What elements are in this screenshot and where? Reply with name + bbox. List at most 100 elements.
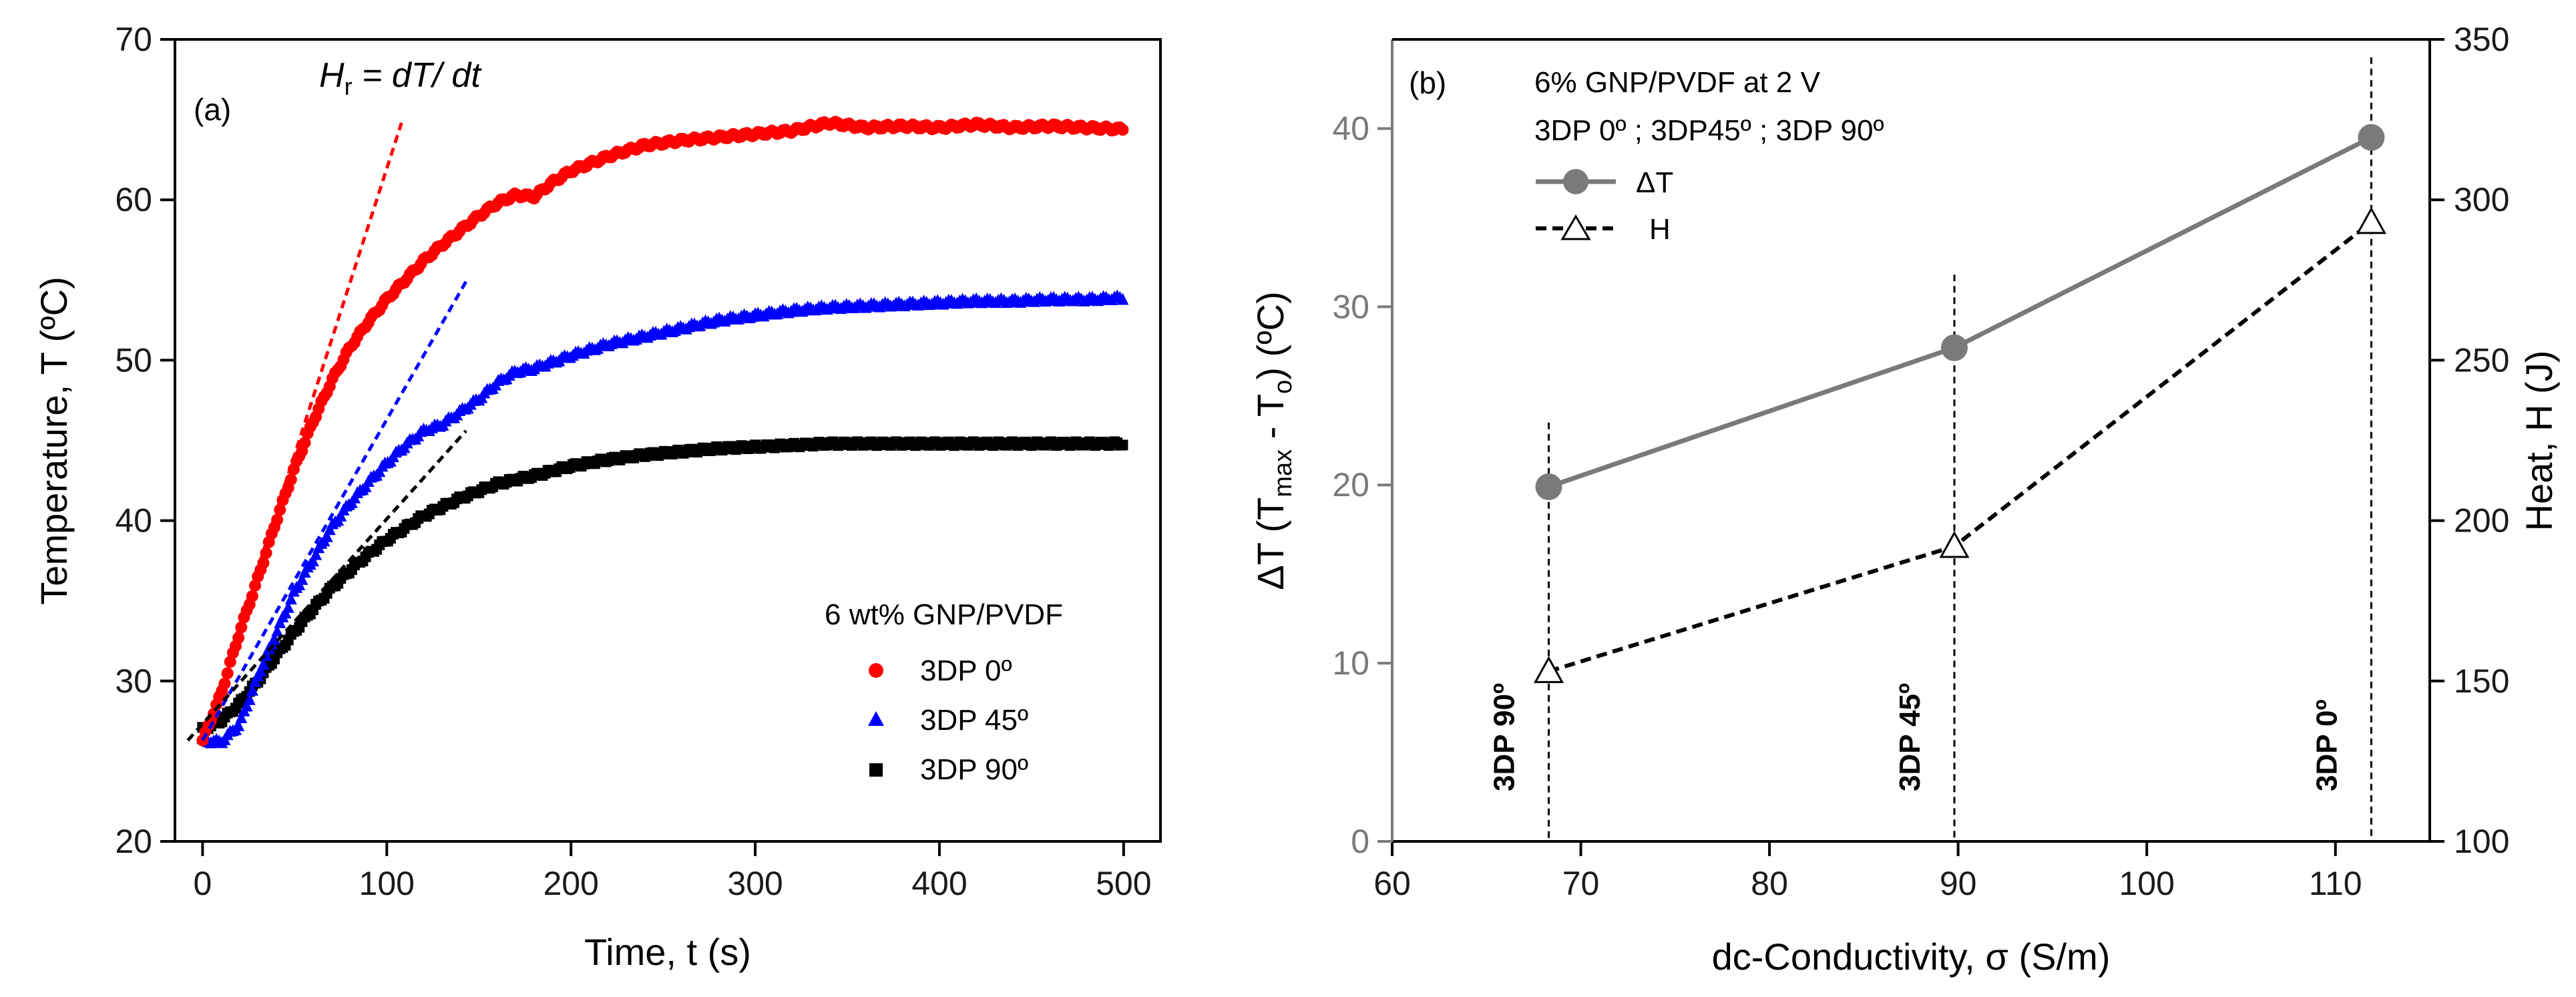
x-tick-label: 200 [543, 865, 598, 902]
data-point [218, 677, 231, 690]
data-point [282, 600, 294, 613]
data-point [335, 509, 347, 522]
data-point [271, 624, 284, 637]
x-tick-label: 90 [1940, 865, 1977, 902]
panel-a-frame [174, 38, 1162, 843]
legend-item-3dp-0: 3DP 0º [920, 654, 1012, 687]
y-tick-label: 20 [115, 823, 152, 860]
data-point [268, 632, 280, 645]
panel-a-annotation: Hr = dT/ dt [319, 56, 482, 100]
panel-b-plot-area [1533, 124, 2386, 683]
data-point-h [1533, 656, 1564, 683]
data-point-h [2356, 206, 2386, 234]
legend-marker-blue-triangle [868, 711, 884, 726]
data-point-dt [2358, 124, 2385, 151]
series-triangle [196, 289, 1129, 749]
annotation-3dp-0: 3DP 0º [2310, 699, 2343, 791]
x-tick-label: 100 [359, 865, 415, 902]
y-tick-label: 40 [1332, 110, 1369, 147]
annotation-3dp-90: 3DP 90º [1488, 683, 1521, 791]
y2-tick-label: 300 [2454, 181, 2509, 218]
panel-a-legend: 6 wt% GNP/PVDF 3DP 0º 3DP 45º 3DP 90º [825, 598, 1063, 786]
legend-marker-dt [1563, 169, 1588, 194]
data-point [1116, 292, 1129, 305]
panel-a: 0 100 200 300 400 500 20 30 40 50 60 70 (a) Hr = d… [33, 21, 1162, 973]
panel-b-legend: ΔT H [1536, 166, 1673, 246]
y2-tick-label: 150 [2454, 662, 2509, 700]
panel-a-tangents [186, 122, 468, 742]
annotation-3dp-45: 3DP 45º [1894, 683, 1926, 791]
panel-b-left-y-ticks: 0 10 20 30 40 [1332, 110, 1392, 860]
y-tick-label: 0 [1351, 823, 1369, 860]
data-point [284, 592, 297, 605]
data-point [232, 719, 245, 731]
data-point-dt [1940, 334, 1968, 361]
legend-item-h: H [1649, 213, 1671, 246]
legend-title: 6 wt% GNP/PVDF [825, 598, 1063, 631]
x-tick-label: 70 [1562, 865, 1600, 902]
data-point [257, 658, 270, 670]
y2-tick-label: 250 [2454, 341, 2509, 379]
panel-a-x-ticks: 0 100 200 300 400 500 [193, 841, 1152, 902]
panel-b: 60 70 80 90 100 110 0 10 20 30 40 100 150 200 250 300… [1249, 21, 2560, 978]
panel-a-label: (a) [194, 92, 231, 127]
x-tick-label: 300 [727, 865, 783, 902]
legend-marker-red-circle [869, 663, 883, 678]
data-point [254, 664, 267, 677]
x-tick-label: 110 [2309, 865, 2362, 902]
data-point [296, 572, 308, 585]
data-point-dt [1535, 473, 1562, 500]
y-tick-label: 50 [115, 341, 152, 379]
panel-b-x-axis-label: dc-Conductivity, σ (S/m) [1712, 936, 2111, 978]
y-tick-label: 40 [115, 502, 152, 540]
data-point [310, 548, 323, 560]
panel-b-title-line-1: 6% GNP/PVDF at 2 V [1534, 66, 1821, 99]
data-point [306, 554, 319, 567]
y-tick-label: 60 [115, 181, 152, 218]
panel-a-y-axis-label: Temperature, T (ºC) [33, 276, 75, 604]
series-circle [196, 116, 1129, 747]
legend-item-3dp-45: 3DP 45º [920, 704, 1028, 737]
panel-b-y-axis-label: ΔT (Tmax - To) (ºC) [1249, 291, 1297, 590]
data-point [246, 683, 258, 696]
panel-b-title-line-2: 3DP 0º ; 3DP45º ; 3DP 90º [1534, 114, 1884, 147]
tangent-line [186, 429, 467, 742]
tangent-line [201, 280, 468, 741]
panel-a-plot-area [196, 116, 1129, 749]
panel-b-annotations: 3DP 90º 3DP 45º 3DP 0º [1488, 683, 2344, 791]
series-square [197, 436, 1128, 735]
legend-marker-h [1560, 214, 1591, 240]
data-point-h [1939, 530, 1970, 558]
x-tick-label: 0 [193, 865, 212, 902]
x-tick-label: 80 [1751, 865, 1788, 902]
y2-tick-label: 350 [2454, 21, 2509, 58]
y2-tick-label: 200 [2454, 502, 2509, 540]
panel-b-x-ticks: 60 70 80 90 100 110 [1373, 841, 2362, 902]
data-point [298, 436, 311, 449]
legend-marker-black-square [869, 763, 883, 777]
data-point [243, 692, 256, 705]
x-tick-label: 500 [1096, 865, 1151, 902]
x-tick-label: 400 [911, 865, 967, 902]
x-tick-label: 60 [1373, 865, 1411, 902]
legend-item-3dp-90: 3DP 90º [920, 753, 1028, 786]
data-point [284, 473, 297, 486]
panel-b-right-y-ticks: 100 150 200 250 300 350 [2430, 21, 2509, 860]
panel-b-label: (b) [1409, 65, 1446, 100]
y-tick-label: 30 [1332, 288, 1369, 325]
data-point [320, 530, 333, 542]
panel-a-y-ticks: 20 30 40 50 60 70 [115, 21, 175, 860]
y-tick-label: 10 [1332, 644, 1369, 682]
panel-a-x-axis-label: Time, t (s) [584, 931, 751, 973]
x-tick-label: 100 [2119, 865, 2174, 902]
panel-b-y2-axis-label: Heat, H (J) [2518, 351, 2560, 532]
y2-tick-label: 100 [2454, 823, 2509, 860]
y-tick-label: 20 [1332, 466, 1369, 504]
data-point [240, 699, 253, 712]
data-point [1117, 439, 1128, 451]
legend-item-dt: ΔT [1636, 166, 1673, 199]
y-tick-label: 70 [115, 21, 152, 58]
data-point [1116, 124, 1129, 136]
data-point [235, 711, 248, 723]
